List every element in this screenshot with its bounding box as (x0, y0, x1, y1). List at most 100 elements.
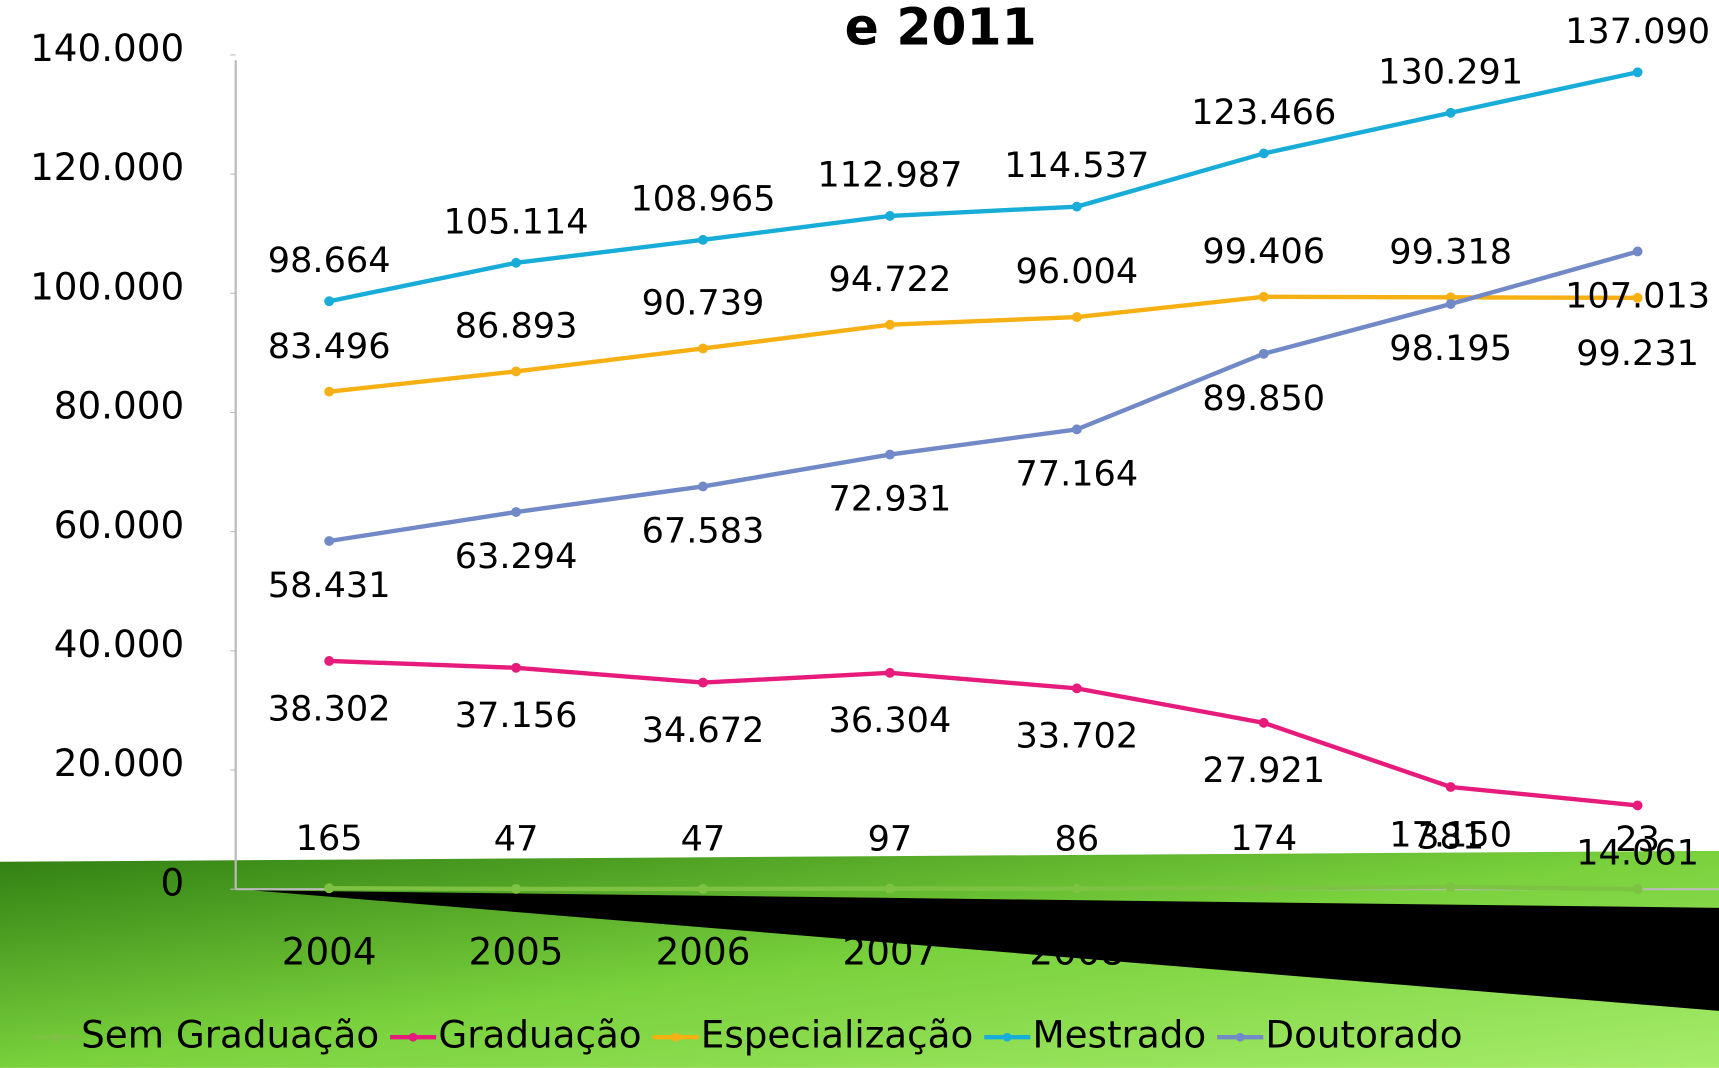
value-label: 99.406 (1202, 231, 1325, 272)
legend-marker (1002, 1032, 1012, 1042)
y-tick-label: 20.000 (54, 741, 184, 785)
value-label: 165 (296, 818, 363, 859)
x-tick-label: 2004 (282, 929, 377, 973)
y-tick-label: 140.000 (30, 26, 184, 70)
value-label: 90.739 (642, 283, 765, 324)
value-label: 98.664 (268, 240, 391, 281)
point (698, 234, 708, 245)
value-label: 174 (1230, 818, 1297, 859)
value-label: 99.231 (1576, 333, 1699, 374)
y-tick-label: 100.000 (30, 264, 184, 308)
point (1632, 67, 1643, 78)
point (511, 507, 522, 517)
value-label: 89.850 (1202, 378, 1325, 419)
point (884, 883, 895, 894)
value-label: 114.537 (1004, 145, 1149, 186)
legend-marker (51, 1032, 61, 1042)
value-label: 94.722 (829, 259, 952, 300)
chart-title: e 2011 (845, 0, 1037, 56)
point (324, 656, 335, 666)
value-label: 23 (1615, 819, 1660, 860)
legend-label: Graduação (438, 1013, 641, 1057)
point (698, 883, 708, 894)
legend-label: Sem Graduação (81, 1013, 379, 1057)
point (324, 536, 335, 546)
x-tick-label: 2007 (843, 929, 938, 973)
value-label: 96.004 (1015, 251, 1138, 292)
value-label: 381 (1417, 817, 1484, 858)
value-label: 83.496 (268, 326, 391, 367)
point (1632, 800, 1643, 811)
legend-marker (408, 1032, 418, 1042)
series-line (328, 294, 1638, 394)
value-label: 27.921 (1202, 750, 1325, 791)
value-label: 98.195 (1389, 328, 1512, 369)
value-label: 112.987 (817, 154, 962, 195)
legend-marker (1235, 1032, 1245, 1042)
value-label: 123.466 (1191, 92, 1336, 133)
y-tick-label: 60.000 (54, 503, 184, 547)
point (1632, 292, 1643, 303)
value-label: 58.431 (268, 565, 391, 606)
legend-marker (671, 1032, 680, 1042)
point (324, 883, 335, 894)
legend-label: Doutorado (1265, 1013, 1462, 1057)
point (884, 667, 895, 678)
value-label: 33.702 (1015, 716, 1138, 757)
point (1445, 299, 1456, 309)
value-label: 137.090 (1565, 11, 1710, 52)
point (884, 210, 895, 221)
point (1071, 201, 1082, 212)
series-line (328, 249, 1639, 544)
value-label: 63.294 (455, 536, 578, 577)
point (1071, 312, 1082, 323)
value-label: 38.302 (268, 688, 391, 729)
value-label: 130.291 (1378, 51, 1523, 92)
point (1445, 782, 1456, 792)
point (1445, 107, 1456, 118)
point (1258, 291, 1269, 302)
point (1632, 884, 1643, 894)
value-label: 86 (1055, 818, 1100, 859)
point (884, 319, 895, 330)
value-label: 47 (494, 819, 539, 860)
y-tick-label: 80.000 (54, 384, 184, 428)
point (698, 677, 708, 688)
value-label: 37.156 (455, 695, 578, 736)
point (324, 386, 335, 397)
x-tick-label: 2008 (1029, 929, 1124, 973)
value-label: 107.013 (1565, 276, 1710, 317)
point (1071, 683, 1082, 694)
point (1445, 881, 1456, 892)
point (884, 449, 895, 460)
point (1632, 246, 1643, 257)
value-label: 14.061 (1576, 833, 1699, 874)
value-label: 17.150 (1389, 814, 1512, 855)
point (1258, 883, 1269, 894)
x-tick-label: 2005 (469, 929, 564, 973)
series-line (329, 884, 1638, 892)
y-tick-label: 0 (160, 860, 184, 904)
point (511, 662, 522, 673)
value-label: 99.318 (1389, 231, 1512, 272)
value-label: 67.583 (642, 511, 765, 552)
value-label: 86.893 (455, 306, 578, 347)
value-label: 72.931 (829, 479, 952, 520)
point (324, 296, 335, 307)
point (1258, 148, 1269, 159)
series-line (328, 70, 1639, 304)
point (511, 257, 522, 268)
point (511, 883, 522, 894)
point (1071, 883, 1082, 894)
value-label: 34.672 (642, 710, 765, 751)
value-label: 108.965 (630, 178, 775, 219)
legend-label: Especialização (701, 1013, 973, 1057)
point (698, 481, 708, 492)
value-label: 77.164 (1015, 453, 1138, 494)
point (511, 366, 522, 377)
point (698, 343, 708, 354)
value-label: 97 (868, 818, 913, 859)
y-tick-label: 40.000 (54, 622, 184, 666)
value-label: 36.304 (829, 700, 952, 741)
